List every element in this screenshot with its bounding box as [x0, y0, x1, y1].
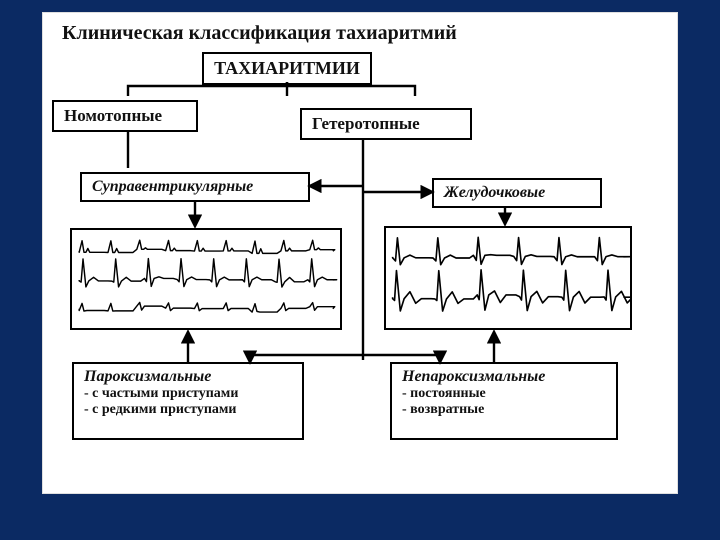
ecg-left [70, 228, 342, 330]
node-ventricular: Желудочковые [432, 178, 602, 208]
node-root: ТАХИАРИТМИИ [202, 52, 372, 85]
slide-canvas: Клиническая классификация тахиаритмий ТА… [0, 0, 720, 540]
node-paroxysmal-title: Пароксизмальные [84, 368, 292, 386]
page-title: Клиническая классификация тахиаритмий [62, 22, 457, 45]
node-heterotopic: Гетеротопные [300, 108, 472, 140]
node-paroxysmal: Пароксизмальные - с частыми приступами -… [72, 362, 304, 440]
node-paroxysmal-item-1: - с редкими приступами [84, 402, 292, 418]
node-nonparoxysmal: Непароксизмальные - постоянные - возврат… [390, 362, 618, 440]
node-nomotopic: Номотопные [52, 100, 198, 132]
node-nonparoxysmal-item-0: - постоянные [402, 386, 606, 402]
node-nonparoxysmal-item-1: - возвратные [402, 402, 606, 418]
ecg-right-svg [386, 228, 630, 328]
node-nonparoxysmal-title: Непароксизмальные [402, 368, 606, 386]
node-supraventricular: Суправентрикулярные [80, 172, 310, 202]
ecg-right [384, 226, 632, 330]
ecg-left-svg [72, 230, 340, 328]
node-paroxysmal-item-0: - с частыми приступами [84, 386, 292, 402]
